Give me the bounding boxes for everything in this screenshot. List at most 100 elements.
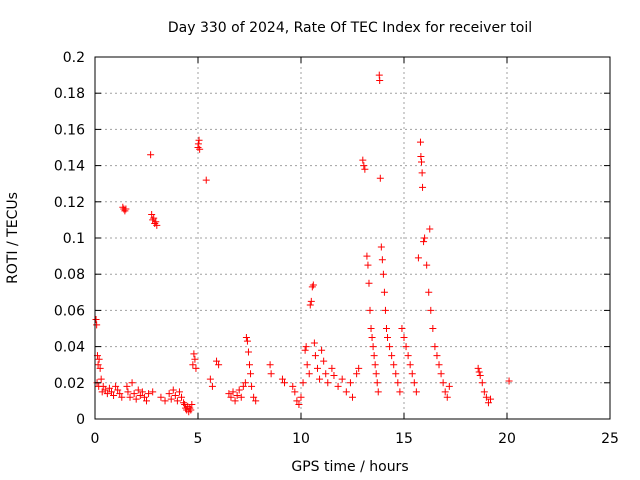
data-point [376, 77, 384, 85]
data-point [482, 393, 490, 401]
data-point [487, 395, 495, 403]
data-point [297, 393, 305, 401]
data-point [248, 382, 256, 390]
data-point [384, 334, 392, 342]
data-point [307, 297, 315, 305]
data-point [396, 388, 404, 396]
data-point [418, 169, 426, 177]
data-point [140, 393, 148, 401]
plot-frame [94, 56, 611, 420]
data-point [388, 352, 396, 360]
data-point [97, 375, 105, 383]
data-point [310, 339, 318, 347]
chart-title: Day 330 of 2024, Rate Of TEC Index for r… [168, 20, 532, 36]
data-point [505, 377, 513, 385]
data-point [191, 355, 199, 363]
x-axis-label: GPS time / hours [291, 459, 408, 475]
data-point [364, 261, 372, 269]
data-point [433, 352, 441, 360]
data-point [119, 203, 127, 211]
data-point [181, 401, 189, 409]
data-point [439, 379, 447, 387]
data-point [148, 210, 156, 218]
x-tick-label: 10 [292, 431, 310, 447]
data-point [392, 370, 400, 378]
data-point [169, 386, 177, 394]
data-points [92, 71, 513, 416]
data-point [122, 205, 130, 213]
data-point [105, 384, 113, 392]
y-tick-label: 0.04 [54, 340, 85, 356]
data-point [480, 388, 488, 396]
data-point [247, 370, 255, 378]
data-point [373, 379, 381, 387]
grid [95, 57, 610, 419]
ticks [94, 56, 611, 420]
data-point [316, 375, 324, 383]
data-point [267, 370, 275, 378]
data-point [118, 393, 126, 401]
y-tick-label: 0.18 [54, 86, 85, 102]
data-point [400, 334, 408, 342]
data-point [192, 364, 200, 372]
data-point [239, 382, 247, 390]
data-point [320, 357, 328, 365]
x-tick-label: 15 [395, 431, 413, 447]
data-point [484, 399, 492, 407]
data-point [376, 174, 384, 182]
y-tick-label: 0.16 [54, 122, 85, 138]
data-point [406, 361, 414, 369]
data-point [369, 343, 377, 351]
data-point [150, 214, 158, 222]
data-point [99, 382, 107, 390]
data-point [346, 379, 354, 387]
data-point [355, 364, 363, 372]
data-point [110, 391, 118, 399]
data-point [416, 138, 424, 146]
data-point [365, 279, 373, 287]
data-point [372, 370, 380, 378]
data-point [404, 352, 412, 360]
data-point [441, 388, 449, 396]
data-point [215, 361, 223, 369]
data-point [242, 334, 250, 342]
data-point [175, 388, 183, 396]
data-point [145, 390, 153, 398]
data-point [379, 270, 387, 278]
data-point [437, 370, 445, 378]
data-point [328, 364, 336, 372]
y-tick-label: 0.08 [54, 267, 85, 283]
data-point [178, 393, 186, 401]
data-point [112, 382, 120, 390]
data-point [311, 352, 319, 360]
data-point [208, 382, 216, 390]
data-point [149, 216, 157, 224]
data-point [370, 352, 378, 360]
data-point [101, 386, 109, 394]
data-point [334, 382, 342, 390]
data-point [378, 256, 386, 264]
data-point [266, 361, 274, 369]
data-point [93, 321, 101, 329]
data-point [429, 325, 437, 332]
data-point [374, 388, 382, 396]
data-point [123, 382, 131, 390]
data-point [475, 368, 483, 376]
data-point [309, 281, 317, 289]
data-point [445, 382, 453, 390]
data-point [299, 379, 307, 387]
y-tick-label: 0.02 [54, 376, 85, 392]
data-point [233, 391, 241, 399]
data-point [291, 388, 299, 396]
data-point [281, 379, 289, 387]
x-tick-label: 25 [601, 431, 619, 447]
data-point [338, 375, 346, 383]
data-point [157, 393, 165, 401]
data-point [161, 397, 169, 405]
data-point [431, 343, 439, 351]
data-point [412, 388, 420, 396]
data-point [306, 301, 314, 309]
data-point [322, 370, 330, 378]
y-tick-label: 0.12 [54, 195, 85, 211]
data-point [366, 306, 374, 314]
